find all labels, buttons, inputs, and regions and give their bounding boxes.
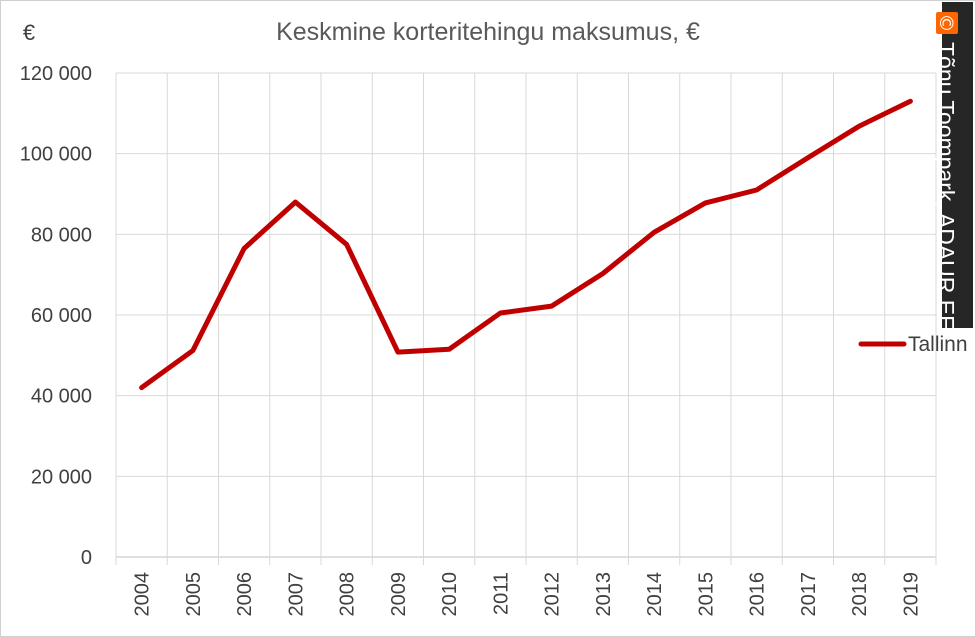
series-layer [139, 98, 913, 391]
x-tick-label: 2009 [388, 572, 410, 617]
x-tick-label: 2011 [490, 572, 512, 615]
watermark-text: Tõnu Toompark, ADAUR.EE [933, 42, 959, 330]
x-tick-label: 2010 [439, 572, 461, 617]
watermark-copyright-badge [936, 12, 958, 34]
x-tick-label: 2008 [337, 572, 359, 617]
y-tick-label: 0 [81, 547, 92, 569]
y-tick-label: 40 000 [31, 386, 92, 408]
x-tick-label: 2007 [285, 572, 307, 617]
watermark: © Tõnu Toompark, ADAUR.EE [933, 2, 973, 330]
x-tick-label: 2015 [695, 572, 717, 617]
x-tick-label: 2018 [849, 572, 871, 617]
legend-label-tallinn: Tallinn [908, 333, 968, 356]
x-tick-label: 2012 [542, 572, 564, 617]
y-axis-unit-label: € [23, 20, 35, 45]
watermark-copyright-icon: © [935, 14, 957, 33]
x-axis-tick-labels: 2004 2005 2006 2007 2008 2009 2010 2011 2012 2013… [132, 572, 923, 617]
x-tick-label: 2017 [798, 572, 820, 617]
x-tick-label: 2005 [183, 572, 205, 617]
chart-title: Keskmine korteritehingu maksumus, € [276, 18, 700, 46]
x-tick-label: 2014 [644, 572, 666, 617]
x-tick-label: 2006 [234, 572, 256, 617]
x-tick-label: 2016 [747, 572, 769, 617]
y-tick-label: 100 000 [20, 144, 92, 166]
x-tick-label: 2019 [900, 572, 922, 617]
series-line-tallinn [139, 98, 913, 391]
y-tick-label: 60 000 [31, 305, 92, 327]
y-axis-tick-labels: 0 20 000 40 000 60 000 80 000 100 000 120 000 [20, 63, 92, 569]
x-tick-label: 2004 [132, 572, 154, 617]
legend: Tallinn [858, 333, 968, 356]
x-tick-label: 2013 [593, 572, 615, 617]
y-tick-label: 120 000 [20, 63, 92, 85]
vertical-gridlines [115, 73, 937, 565]
y-tick-label: 80 000 [31, 224, 92, 246]
y-tick-label: 20 000 [31, 466, 92, 488]
watermark-background [942, 2, 973, 328]
